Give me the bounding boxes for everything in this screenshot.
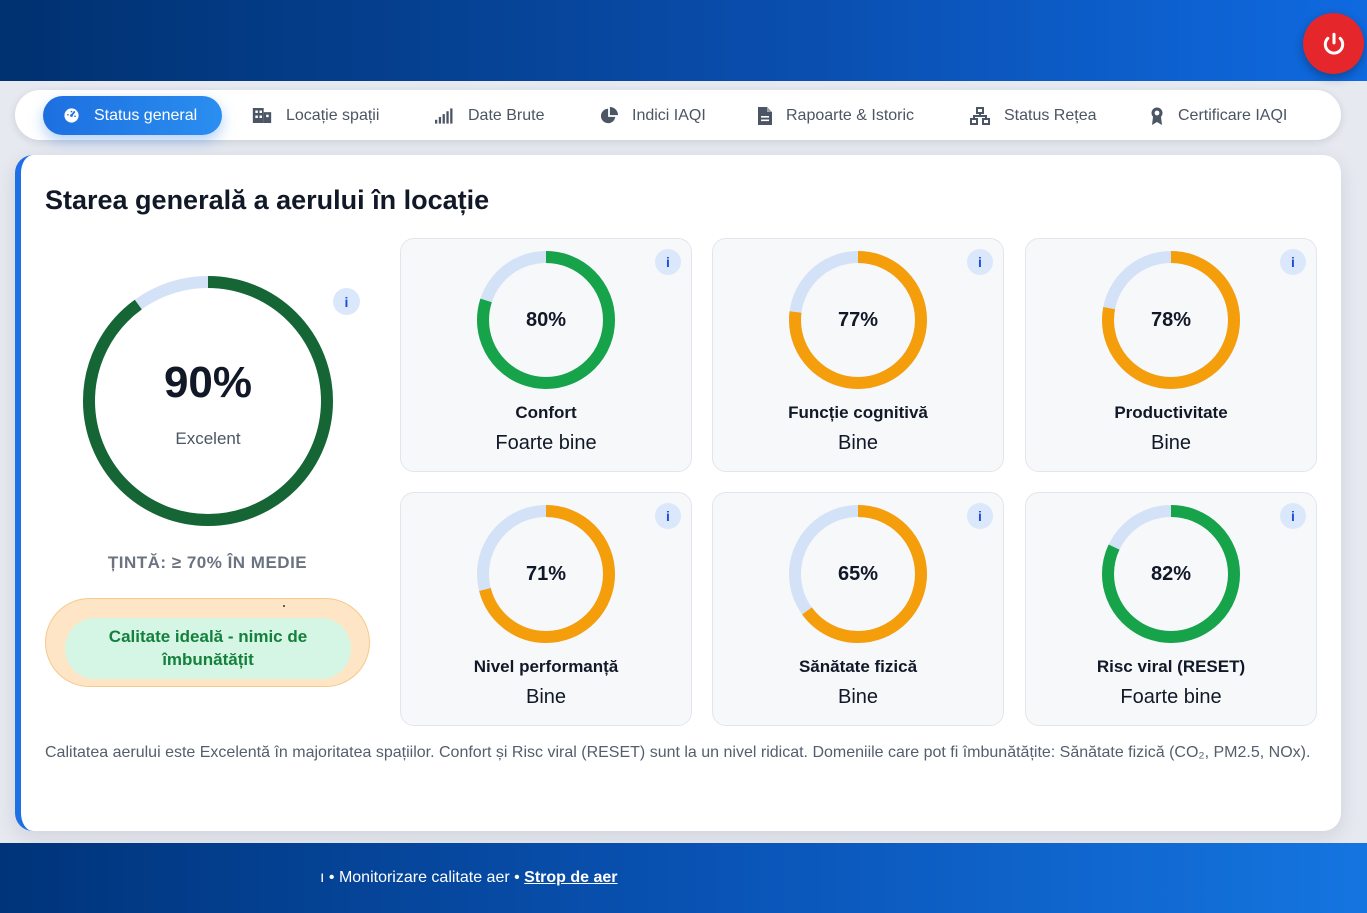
top-header-bar [0,0,1367,81]
gauge-icon [64,108,79,123]
award-icon [1151,107,1163,125]
signal-bars-icon [435,107,453,124]
power-button[interactable] [1303,13,1364,74]
recommendation-text: Calitate ideală - nimic de îmbunătățit [65,618,351,679]
metric-card: 65% Sănătate fizică Bine i [712,492,1004,726]
tab-label: Indici IAQI [632,106,706,124]
ring-progress-arc [789,505,927,643]
metric-name: Productivitate [1114,403,1228,422]
metric-ring [477,505,615,643]
metric-ring [1102,505,1240,643]
overall-score-label: Excelent [175,429,241,448]
metric-value: 82% [1150,563,1192,585]
metric-name: Sănătate fizică [798,657,918,676]
overall-score-gauge [83,276,333,526]
tab-status-general[interactable]: Status general [43,96,222,135]
metric-card: 77% Funcție cognitivă Bine i [712,238,1004,472]
ring-progress-arc [477,251,615,389]
metric-status: Foarte bine [495,432,597,454]
power-icon [1323,32,1344,55]
metric-info-button[interactable]: i [655,503,681,529]
tab-label: Certificare IAQI [1178,106,1288,124]
metric-ring [789,505,927,643]
summary-text: Calitatea aerului este Excelentă în majo… [45,744,1311,761]
metric-ring [477,251,615,389]
metric-card: 78% Productivitate Bine i [1025,238,1317,472]
pie-chart-icon [600,106,618,123]
metric-value: 78% [1150,309,1192,331]
metric-card: 71% Nivel performanță Bine i [400,492,692,726]
metric-name: Risc viral (RESET) [1096,657,1246,676]
metric-card: 80% Confort Foarte bine i [400,238,692,472]
ring-progress-arc [1102,251,1240,389]
metric-info-button[interactable]: i [967,249,993,275]
metric-info-button[interactable]: i [1280,503,1306,529]
tab-status-retea[interactable]: Status Rețea [950,96,1117,135]
metric-status: Bine [837,686,879,708]
metric-name: Confort [515,403,577,422]
metric-status: Bine [837,432,879,454]
metric-name: Nivel performanță [473,657,619,676]
tab-rapoarte-istoric[interactable]: Rapoarte & Istoric [738,96,934,135]
building-icon [252,108,272,123]
tab-label: Date Brute [468,106,545,124]
overall-info-button[interactable]: i [333,288,360,315]
tab-certificare-iaqi[interactable]: Certificare IAQI [1130,96,1307,135]
metric-ring [789,251,927,389]
metric-status: Bine [1150,432,1192,454]
recommendation-panel: Calitate ideală - nimic de îmbunătățit [45,598,370,687]
tab-label: Status Rețea [1004,106,1097,124]
metric-info-button[interactable]: i [1280,249,1306,275]
metric-info-button[interactable]: i [655,249,681,275]
ring-progress-arc [789,251,927,389]
footer-text: ı • Monitorizare calitate aer • Strop de… [320,869,618,887]
tab-label: Locație spații [286,106,380,124]
footer-link-strop-de-aer[interactable]: Strop de aer [524,869,618,886]
metric-value: 80% [525,309,567,331]
ring-progress-arc [1102,505,1240,643]
decorative-dot [283,605,285,607]
metric-value: 71% [525,563,567,585]
tab-indici-iaqi[interactable]: Indici IAQI [580,96,726,135]
ring-progress-arc [477,505,615,643]
metric-status: Bine [525,686,567,708]
tab-label: Rapoarte & Istoric [786,106,915,124]
page-title: Starea generală a aerului în locație [45,185,490,215]
gauge-progress-arc [83,276,333,526]
target-label: ȚINTĂ: ≥ 70% ÎN MEDIE [107,553,308,572]
metric-value: 65% [837,563,879,585]
tab-locatie-spatii[interactable]: Locație spații [232,96,399,135]
metric-info-button[interactable]: i [967,503,993,529]
tab-label: Status general [94,106,198,124]
metric-ring [1102,251,1240,389]
metric-status: Foarte bine [1120,686,1222,708]
network-icon [970,106,990,125]
main-navigation: Status general Locație spații Date Brute… [15,90,1341,140]
tab-date-brute[interactable]: Date Brute [415,96,564,135]
air-status-card: Starea generală a aerului în locație 90%… [15,155,1341,831]
metric-card: 82% Risc viral (RESET) Foarte bine i [1025,492,1317,726]
footer-bar: ı • Monitorizare calitate aer • Strop de… [0,843,1367,913]
overall-score-value: 90% [163,358,253,407]
metric-name: Funcție cognitivă [788,403,928,422]
document-icon [758,106,772,125]
metric-value: 77% [837,309,879,331]
footer-caption: ı • Monitorizare calitate aer • [320,869,525,886]
